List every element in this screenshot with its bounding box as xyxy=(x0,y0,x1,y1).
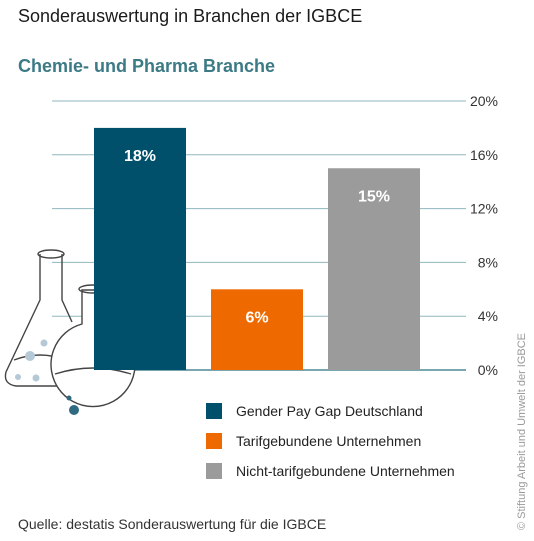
legend-entry: Nicht-tarifgebundene Unternehmen xyxy=(236,463,455,479)
copyright-note: © Stiftung Arbeit und Umwelt der IGBCE xyxy=(516,332,528,530)
bar xyxy=(211,289,303,370)
bars: 18% 6% 15% xyxy=(94,127,420,371)
legend: Gender Pay Gap Deutschland Tarifgebundene… xyxy=(206,403,455,479)
bar xyxy=(94,127,186,371)
y-tick-label: 20% xyxy=(470,93,498,109)
y-tick-label: 8% xyxy=(478,254,498,270)
bar-value-label: 15% xyxy=(358,188,390,205)
legend-entry: Gender Pay Gap Deutschland xyxy=(236,403,423,419)
y-tick-label: 16% xyxy=(470,147,498,163)
legend-swatch xyxy=(206,463,222,479)
chart-subtitle: Chemie- und Pharma Branche xyxy=(18,56,276,76)
legend-swatch xyxy=(206,403,222,419)
source-note: Quelle: destatis Sonderauswertung für di… xyxy=(18,516,327,532)
chart-title: Sonderauswertung in Branchen der IGBCE xyxy=(18,6,363,26)
y-tick-label: 0% xyxy=(478,362,498,378)
bar xyxy=(328,168,420,370)
bar-value-label: 6% xyxy=(245,309,268,326)
y-tick-label: 12% xyxy=(470,201,498,217)
bar-value-label: 18% xyxy=(124,148,156,165)
y-tick-label: 4% xyxy=(478,308,498,324)
legend-swatch xyxy=(206,433,222,449)
legend-entry: Tarifgebundene Unternehmen xyxy=(236,433,421,449)
y-axis: 0% 4% 8% 12% 16% 20% xyxy=(470,93,498,378)
